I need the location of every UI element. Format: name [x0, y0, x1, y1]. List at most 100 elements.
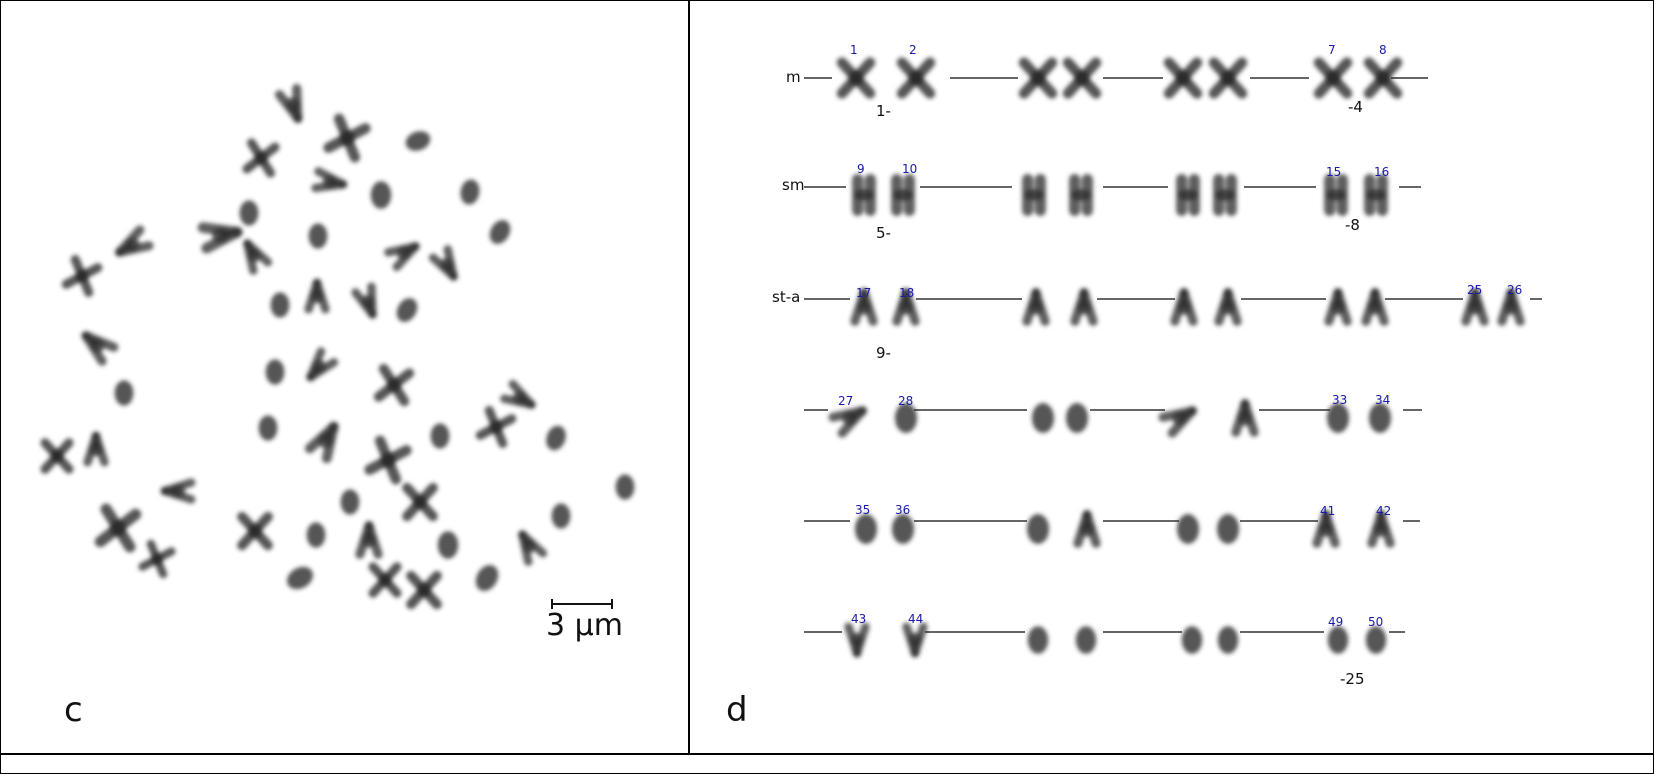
chromosome [1065, 403, 1089, 433]
scale-bar [551, 599, 613, 609]
pair-number: 28 [898, 394, 914, 408]
chromosome [323, 113, 371, 163]
chromosome [500, 379, 536, 409]
chromosome [340, 489, 360, 515]
chromosome [1022, 174, 1046, 216]
chromosome [437, 531, 459, 559]
chromosome [1018, 57, 1058, 99]
chromosome [902, 622, 928, 658]
chromosome [460, 179, 480, 205]
chromosome [854, 514, 878, 544]
chromosome [1231, 399, 1259, 437]
pair-number: 18 [899, 286, 915, 300]
chromosome [405, 131, 431, 151]
chromosome [1326, 403, 1350, 433]
chromosome [1176, 514, 1200, 544]
pair-number: 35 [855, 503, 871, 517]
chromosome [518, 530, 548, 566]
chromosome [160, 478, 196, 504]
chromosome [270, 292, 290, 318]
chromosome [242, 138, 280, 178]
panel-divider-horizontal [0, 753, 1654, 755]
chromosome [844, 622, 870, 658]
chromosome [1497, 288, 1525, 326]
index-label: 5- [876, 224, 891, 242]
chromosome [1364, 174, 1388, 216]
chromosome [828, 406, 867, 438]
chromosome [287, 566, 313, 590]
pair-number: 42 [1376, 504, 1392, 518]
chromosome [115, 225, 154, 257]
chromosome [197, 222, 243, 254]
pair-number: 7 [1328, 43, 1336, 57]
chromosome [304, 278, 330, 314]
panel-divider-vertical [688, 0, 690, 754]
pair-number: 49 [1328, 615, 1344, 629]
chromosome [1176, 174, 1200, 216]
pair-number: 16 [1374, 165, 1390, 179]
pair-number: 41 [1320, 504, 1336, 518]
chromosome [1022, 288, 1050, 326]
panel-d-label: d [726, 690, 748, 730]
chromosome [891, 514, 915, 544]
pair-number: 50 [1368, 615, 1384, 629]
chromosome [1026, 514, 1050, 544]
chromosome [1027, 626, 1049, 654]
panel-c-label: c [64, 690, 83, 730]
chromosome [1327, 626, 1349, 654]
chromosome [373, 363, 415, 407]
chromosome [368, 562, 402, 598]
chromosome [239, 200, 259, 226]
pair-number: 33 [1332, 393, 1348, 407]
chromosome [364, 435, 412, 485]
chromosome [850, 288, 878, 326]
chromosome [311, 167, 348, 193]
chromosome [1324, 174, 1348, 216]
chromosome [891, 174, 915, 216]
chromosome [1163, 57, 1203, 99]
pair-number: 44 [908, 612, 924, 626]
chromosome [1312, 510, 1340, 548]
karyotype-image [804, 57, 1542, 658]
chromosome [396, 298, 418, 322]
index-label: -8 [1345, 216, 1360, 234]
chromosome [1208, 57, 1248, 99]
chromosome [1367, 510, 1395, 548]
chromosome [475, 565, 499, 591]
chromosome [1073, 510, 1101, 548]
chromosome [370, 181, 392, 209]
chromosome [265, 359, 285, 385]
chromosome [308, 223, 328, 249]
row-label-sm: sm [782, 176, 805, 194]
chromosome [355, 521, 383, 559]
chromosome [546, 425, 566, 451]
chromosome [1461, 288, 1489, 326]
chromosome [114, 380, 134, 406]
pair-number: 15 [1326, 165, 1342, 179]
chromosome [896, 57, 936, 99]
chromosome [1181, 626, 1203, 654]
pair-number: 26 [1507, 283, 1523, 297]
pair-number: 2 [909, 43, 917, 57]
chromosome [384, 242, 420, 272]
chromosome [1075, 626, 1097, 654]
chromosome [894, 403, 918, 433]
chromosome [836, 57, 876, 99]
pair-number: 36 [895, 503, 911, 517]
chromosome [81, 331, 119, 366]
chromosome [258, 415, 278, 441]
chromosome [1313, 57, 1353, 99]
row-label-m: m [786, 68, 801, 86]
chromosome [1216, 514, 1240, 544]
chromosome [1324, 288, 1352, 326]
chromosome [304, 421, 339, 464]
chromosome [1214, 288, 1242, 326]
index-label: 9- [876, 344, 891, 362]
pair-number: 27 [838, 394, 854, 408]
chromosome [1062, 57, 1102, 99]
pair-number: 8 [1379, 43, 1387, 57]
chromosome [430, 423, 450, 449]
chromosome [551, 503, 571, 529]
index-label: -4 [1348, 98, 1363, 116]
chromosome [1031, 403, 1055, 433]
